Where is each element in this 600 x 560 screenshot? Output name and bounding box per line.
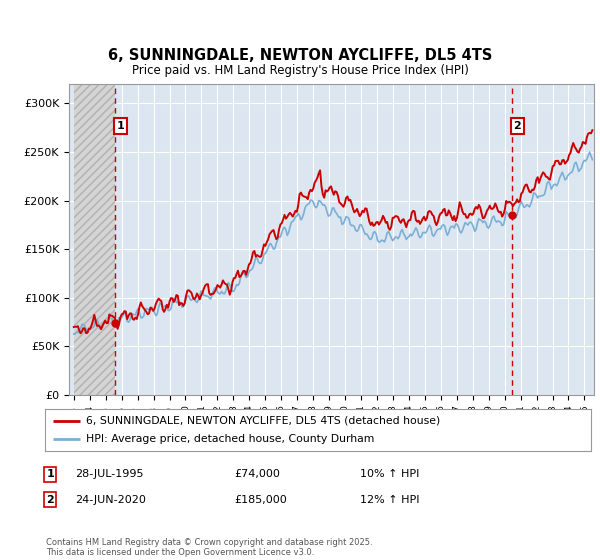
Text: 2: 2: [46, 494, 54, 505]
Text: 2: 2: [514, 121, 521, 131]
Text: 1: 1: [116, 121, 124, 131]
Text: 6, SUNNINGDALE, NEWTON AYCLIFFE, DL5 4TS: 6, SUNNINGDALE, NEWTON AYCLIFFE, DL5 4TS: [108, 48, 492, 63]
Text: 12% ↑ HPI: 12% ↑ HPI: [360, 494, 419, 505]
Text: 24-JUN-2020: 24-JUN-2020: [75, 494, 146, 505]
Text: 6, SUNNINGDALE, NEWTON AYCLIFFE, DL5 4TS (detached house): 6, SUNNINGDALE, NEWTON AYCLIFFE, DL5 4TS…: [86, 416, 440, 426]
Text: 1: 1: [46, 469, 54, 479]
Text: £74,000: £74,000: [234, 469, 280, 479]
Text: £185,000: £185,000: [234, 494, 287, 505]
Bar: [74, 84, 115, 395]
Text: Contains HM Land Registry data © Crown copyright and database right 2025.
This d: Contains HM Land Registry data © Crown c…: [46, 538, 373, 557]
Text: HPI: Average price, detached house, County Durham: HPI: Average price, detached house, Coun…: [86, 434, 374, 444]
Bar: [74, 84, 115, 395]
Text: 10% ↑ HPI: 10% ↑ HPI: [360, 469, 419, 479]
Text: 28-JUL-1995: 28-JUL-1995: [75, 469, 143, 479]
Text: Price paid vs. HM Land Registry's House Price Index (HPI): Price paid vs. HM Land Registry's House …: [131, 64, 469, 77]
